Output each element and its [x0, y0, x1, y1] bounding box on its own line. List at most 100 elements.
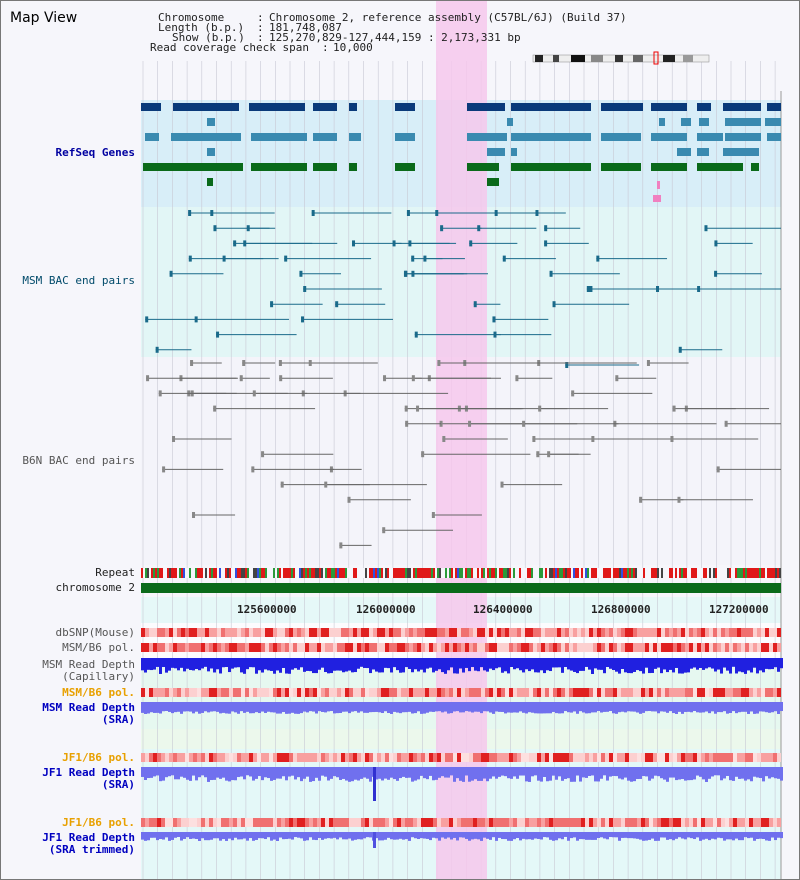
- repeat-element: [731, 568, 733, 578]
- polymorphism-density: [145, 753, 149, 762]
- jf1-sra-trimmed-depth-bar: [768, 832, 771, 841]
- polymorphism-density: [721, 753, 725, 762]
- msm-sra-depth-bar: [735, 702, 738, 714]
- msm-capillary-depth-bar: [384, 658, 387, 668]
- b6n-bac-label: B6N BAC end pairs: [22, 454, 135, 467]
- polymorphism-density: [621, 818, 625, 827]
- polymorphism-density: [413, 753, 417, 762]
- msm-sra-depth-bar: [246, 702, 249, 712]
- msm-bac-end: [596, 255, 600, 262]
- polymorphism-density: [237, 643, 241, 652]
- repeat-element: [317, 568, 319, 578]
- polymorphism-density: [285, 753, 289, 762]
- polymorphism-density: [477, 688, 481, 697]
- msm-capillary-depth-bar: [408, 658, 411, 669]
- polymorphism-density: [437, 628, 441, 637]
- jf1-sra-depth-bar: [246, 767, 249, 776]
- polymorphism-density: [165, 688, 169, 697]
- polymorphism-density: [197, 628, 201, 637]
- jf1-sra-trimmed-depth-bar: [624, 832, 627, 838]
- polymorphism-density: [589, 688, 593, 697]
- msm-sra-depth-bar: [666, 702, 669, 713]
- msm-sra-depth-bar: [282, 702, 285, 713]
- msm-capillary-depth-bar: [576, 658, 579, 674]
- b6n-bac-end: [172, 436, 176, 442]
- polymorphism-density: [365, 688, 369, 697]
- msm-sra-depth-bar: [222, 702, 225, 713]
- repeat-element: [387, 568, 389, 578]
- polymorphism-density: [689, 818, 693, 827]
- polymorphism-density: [581, 643, 585, 652]
- polymorphism-density: [277, 643, 281, 652]
- jf1-sra-trimmed-depth-bar: [357, 832, 360, 840]
- polymorphism-density: [353, 628, 357, 637]
- msm-sra-depth-bar: [309, 702, 312, 712]
- polymorphism-density: [693, 753, 697, 762]
- polymorphism-density: [601, 753, 605, 762]
- polymorphism-density: [465, 643, 469, 652]
- msm-capillary-depth-bar: [642, 658, 645, 674]
- repeat-element: [747, 568, 749, 578]
- polymorphism-density: [613, 818, 617, 827]
- msm-sra-depth-bar: [228, 702, 231, 714]
- msm-capillary-depth-bar: [393, 658, 396, 668]
- polymorphism-density: [181, 818, 185, 827]
- polymorphism-density: [337, 643, 341, 652]
- polymorphism-density: [289, 818, 293, 827]
- msm-capillary-depth-bar: [192, 658, 195, 671]
- polymorphism-density: [337, 818, 341, 827]
- repeat-element: [749, 568, 751, 578]
- polymorphism-density: [157, 818, 161, 827]
- msm-sra-depth-bar: [651, 702, 654, 712]
- msm-sra-depth-bar: [315, 702, 318, 714]
- polymorphism-density: [573, 753, 577, 762]
- msm-bac-end: [535, 210, 539, 216]
- polymorphism-density: [705, 818, 709, 827]
- msm-capillary-depth-bar: [390, 658, 393, 673]
- repeat-element: [275, 568, 277, 578]
- repeat-element: [547, 568, 549, 578]
- refseq-gene: [601, 103, 643, 111]
- jf1-sra-depth-bar: [501, 767, 504, 776]
- msm-capillary-depth-bar: [243, 658, 246, 674]
- jf1-sra-trimmed-depth-bar: [309, 832, 312, 838]
- repeat-element: [581, 568, 583, 578]
- repeat-element: [321, 568, 323, 578]
- jf1-sra-trimmed-depth-bar: [315, 832, 318, 841]
- repeat-element: [375, 568, 377, 578]
- msm-capillary-depth-bar: [159, 658, 162, 674]
- polymorphism-density: [385, 628, 389, 637]
- jf1-sra-depth-bar: [672, 767, 675, 778]
- jf1-sra-depth-bar: [663, 767, 666, 780]
- polymorphism-density: [769, 628, 773, 637]
- polymorphism-density: [405, 643, 409, 652]
- polymorphism-density: [605, 688, 609, 697]
- polymorphism-density: [453, 818, 457, 827]
- msm-sra-depth-bar: [564, 702, 567, 712]
- msm-sra-depth-bar: [204, 702, 207, 712]
- polymorphism-density: [769, 643, 773, 652]
- polymorphism-density: [381, 818, 385, 827]
- msm-capillary-depth-bar: [507, 658, 510, 674]
- jf1-sra-trimmed-depth-bar: [339, 832, 342, 838]
- jf1-sra-depth-bar: [636, 767, 639, 780]
- jf1-sra-depth-bar: [498, 767, 501, 777]
- repeat-element: [301, 568, 303, 578]
- msm-capillary-depth-bar: [525, 658, 528, 670]
- polymorphism-density: [753, 688, 757, 697]
- msm-capillary-depth-bar: [678, 658, 681, 674]
- jf1-sra-depth-bar: [321, 767, 324, 776]
- jf1-sra-trimmed-depth-bar: [330, 832, 333, 839]
- polymorphism-density: [241, 688, 245, 697]
- jf1-sra-depth-bar: [411, 767, 414, 782]
- msm-capillary-depth-bar: [249, 658, 252, 668]
- jf1-sra-depth-bar: [489, 767, 492, 779]
- jf1-sra-depth-bar: [705, 767, 708, 782]
- polymorphism-density: [269, 818, 273, 827]
- msm-capillary-depth-bar: [660, 658, 663, 674]
- refseq-gene: [677, 148, 691, 156]
- polymorphism-density: [641, 688, 645, 697]
- polymorphism-density: [673, 628, 677, 637]
- polymorphism-density: [253, 643, 257, 652]
